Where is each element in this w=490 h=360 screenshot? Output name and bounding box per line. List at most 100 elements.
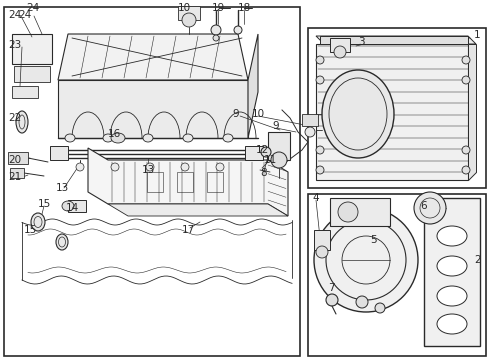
Circle shape <box>326 294 338 306</box>
Polygon shape <box>316 36 476 44</box>
Bar <box>316 44 468 180</box>
Bar <box>10 168 24 178</box>
Ellipse shape <box>65 134 75 142</box>
Circle shape <box>334 46 346 58</box>
Ellipse shape <box>437 226 467 246</box>
Ellipse shape <box>437 286 467 306</box>
Circle shape <box>462 56 470 64</box>
Bar <box>14 66 50 82</box>
Bar <box>302 114 318 126</box>
Circle shape <box>316 76 324 84</box>
Circle shape <box>414 192 446 224</box>
Ellipse shape <box>31 213 45 231</box>
Circle shape <box>356 296 368 308</box>
Polygon shape <box>468 44 476 180</box>
Ellipse shape <box>437 314 467 334</box>
Text: 10: 10 <box>252 109 265 119</box>
Circle shape <box>462 146 470 154</box>
Ellipse shape <box>143 134 153 142</box>
Circle shape <box>261 147 271 157</box>
Circle shape <box>182 13 196 27</box>
Text: 18: 18 <box>238 3 251 13</box>
Circle shape <box>316 56 324 64</box>
Text: 6: 6 <box>420 201 427 211</box>
Circle shape <box>146 163 154 171</box>
Circle shape <box>181 163 189 171</box>
Text: 2: 2 <box>474 255 481 265</box>
Circle shape <box>316 146 324 154</box>
Ellipse shape <box>322 70 394 158</box>
Bar <box>320 36 468 44</box>
Text: 15: 15 <box>38 199 51 209</box>
Polygon shape <box>108 204 288 216</box>
Bar <box>308 28 486 188</box>
Text: 15: 15 <box>24 225 37 235</box>
Text: 24: 24 <box>26 3 39 13</box>
Ellipse shape <box>103 134 113 142</box>
Circle shape <box>76 163 84 171</box>
Text: 8: 8 <box>260 168 267 178</box>
Text: 1: 1 <box>474 30 481 40</box>
Circle shape <box>316 246 328 258</box>
Text: 9: 9 <box>232 109 239 119</box>
Bar <box>177 172 193 192</box>
Bar <box>4 7 300 356</box>
Text: 13: 13 <box>56 183 69 193</box>
Circle shape <box>234 26 242 34</box>
Bar <box>147 172 163 192</box>
Text: 17: 17 <box>182 225 195 235</box>
Bar <box>308 194 486 356</box>
Text: 20: 20 <box>8 155 21 165</box>
Text: 14: 14 <box>66 203 79 213</box>
Bar <box>245 146 263 160</box>
Ellipse shape <box>111 133 125 143</box>
Bar <box>12 34 52 64</box>
Text: 16: 16 <box>108 129 121 139</box>
Polygon shape <box>58 34 248 80</box>
Circle shape <box>216 163 224 171</box>
Circle shape <box>462 76 470 84</box>
Ellipse shape <box>223 134 233 142</box>
Bar <box>50 146 68 160</box>
Text: 4: 4 <box>312 193 318 203</box>
Text: 24: 24 <box>18 10 31 20</box>
Bar <box>268 132 290 160</box>
Circle shape <box>213 35 219 41</box>
Text: 10: 10 <box>178 3 191 13</box>
Text: 7: 7 <box>328 283 335 293</box>
Circle shape <box>111 163 119 171</box>
Text: 24: 24 <box>8 10 21 20</box>
Circle shape <box>462 166 470 174</box>
Ellipse shape <box>16 111 28 133</box>
Bar <box>424 198 480 346</box>
Bar <box>8 152 28 164</box>
Text: 9: 9 <box>272 121 279 131</box>
Text: 22: 22 <box>8 113 21 123</box>
Bar <box>330 198 390 226</box>
Bar <box>314 230 330 250</box>
Text: 3: 3 <box>358 37 365 47</box>
Polygon shape <box>248 34 258 138</box>
Text: 19: 19 <box>212 3 225 13</box>
Circle shape <box>316 166 324 174</box>
Circle shape <box>338 202 358 222</box>
Polygon shape <box>88 148 288 216</box>
Text: 11: 11 <box>264 155 277 165</box>
Ellipse shape <box>56 234 68 250</box>
Text: 12: 12 <box>256 145 269 155</box>
Text: 23: 23 <box>8 40 21 50</box>
Circle shape <box>305 127 315 137</box>
Ellipse shape <box>62 201 74 211</box>
Bar <box>68 200 86 212</box>
Bar <box>178 6 200 20</box>
Text: 21: 21 <box>8 172 21 182</box>
Circle shape <box>375 303 385 313</box>
Bar <box>330 38 350 52</box>
Bar <box>12 86 38 98</box>
Circle shape <box>211 25 221 35</box>
Polygon shape <box>58 80 248 138</box>
Ellipse shape <box>437 256 467 276</box>
Text: 5: 5 <box>370 235 377 245</box>
Circle shape <box>271 152 287 168</box>
Circle shape <box>314 208 418 312</box>
